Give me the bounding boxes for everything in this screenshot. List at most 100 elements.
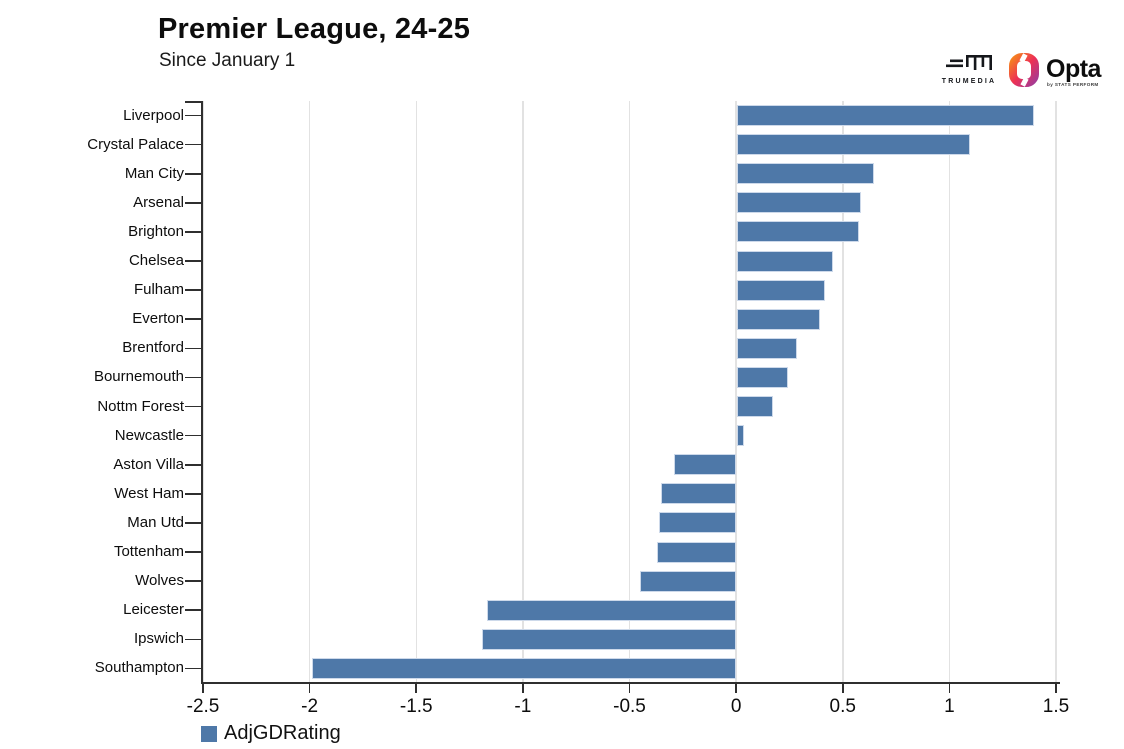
team-label: Man Utd (127, 513, 184, 531)
legend-label: AdjGDRating (224, 722, 341, 744)
vertical-gridline (202, 101, 204, 683)
x-tick-label: -1.5 (399, 696, 433, 717)
y-axis-tick (185, 347, 201, 350)
y-axis-tick (185, 101, 201, 103)
team-label: Brighton (128, 222, 184, 240)
team-label: Crystal Palace (87, 135, 184, 153)
x-tick-label: 0.5 (829, 696, 856, 717)
x-tick-label: -1 (514, 696, 532, 717)
team-label: Newcastle (114, 426, 184, 444)
vertical-gridline (948, 101, 951, 683)
y-axis-tick (185, 376, 201, 379)
bar-newcastle[interactable] (737, 425, 744, 447)
bar-chelsea[interactable] (737, 250, 834, 272)
bar-tottenham[interactable] (657, 541, 737, 563)
y-axis-tick (185, 172, 201, 175)
bar-everton[interactable] (737, 308, 821, 330)
bar-man-city[interactable] (737, 163, 874, 185)
x-axis-tick (948, 684, 951, 693)
x-axis-tick (202, 684, 204, 693)
legend-swatch (201, 725, 217, 742)
opta-logo: Opta by STATS PERFORM (1008, 51, 1101, 94)
team-label: Everton (132, 310, 184, 328)
y-axis-tick (185, 638, 201, 641)
bar-bournemouth[interactable] (737, 366, 789, 388)
vertical-gridline (415, 101, 417, 683)
x-axis-tick (522, 684, 524, 693)
team-label: Nottm Forest (97, 397, 184, 415)
team-label: Man City (124, 164, 184, 182)
team-label: Liverpool (123, 106, 184, 124)
trumedia-logo: TRUMEDIA (934, 54, 1004, 85)
team-label: Arsenal (133, 193, 184, 211)
bar-man-utd[interactable] (659, 512, 737, 534)
bar-brighton[interactable] (737, 221, 859, 243)
team-label: Ipswich (133, 630, 184, 648)
y-axis-tick (185, 609, 201, 612)
bar-aston-villa[interactable] (674, 454, 737, 476)
vertical-gridline (735, 101, 737, 683)
x-axis-tick (415, 684, 418, 693)
y-axis-tick (185, 667, 201, 670)
vertical-gridline (628, 101, 631, 683)
chart-subtitle: Since January 1 (159, 50, 296, 71)
bar-liverpool[interactable] (737, 105, 1034, 127)
x-tick-label: 1.5 (1042, 696, 1070, 717)
bar-southampton[interactable] (311, 657, 737, 679)
bar-fulham[interactable] (737, 279, 825, 301)
team-label: Tottenham (113, 543, 184, 561)
y-axis-tick (185, 318, 201, 321)
y-axis-tick (185, 522, 201, 524)
legend[interactable]: AdjGDRating (201, 722, 341, 745)
x-axis (201, 682, 1060, 684)
team-label: West Ham (114, 484, 184, 502)
bar-arsenal[interactable] (737, 192, 861, 214)
y-axis-tick (185, 231, 201, 233)
y-axis-tick (185, 434, 201, 437)
opta-ring-icon (1008, 51, 1040, 94)
vertical-gridline (1055, 101, 1057, 683)
bar-brentford[interactable] (737, 337, 797, 359)
x-axis-tick (628, 684, 631, 693)
team-label: Chelsea (128, 252, 184, 270)
x-tick-label: -2.5 (186, 696, 220, 717)
team-label: Leicester (123, 601, 184, 619)
chart-title: Premier League, 24-25 (158, 13, 471, 45)
bar-ipswich[interactable] (482, 628, 737, 650)
x-axis-tick (1055, 684, 1057, 693)
team-label: Southampton (94, 659, 184, 677)
x-axis-tick (841, 684, 844, 693)
y-axis-tick (185, 580, 201, 582)
bar-west-ham[interactable] (661, 483, 737, 505)
x-axis-tick (308, 684, 311, 693)
y-axis-tick (185, 493, 201, 495)
x-tick-label: 0 (730, 696, 742, 717)
x-tick-label: -0.5 (613, 696, 646, 717)
y-axis-tick (185, 143, 201, 146)
y-axis-tick (185, 463, 201, 466)
y-axis-tick (185, 114, 201, 117)
team-label: Wolves (135, 572, 184, 590)
opta-sublabel: by STATS PERFORM (1047, 82, 1099, 87)
y-axis-tick (185, 405, 201, 408)
team-label: Bournemouth (93, 368, 184, 386)
x-tick-label: 1 (944, 696, 955, 717)
opta-label: Opta (1046, 55, 1101, 83)
bar-wolves[interactable] (640, 570, 737, 592)
bar-leicester[interactable] (486, 599, 737, 621)
y-axis-tick (185, 289, 201, 291)
team-label: Brentford (122, 339, 184, 357)
team-label: Aston Villa (113, 455, 184, 473)
team-label: Fulham (133, 281, 184, 299)
vertical-gridline (308, 101, 311, 683)
vertical-gridline (522, 101, 524, 683)
y-axis (201, 101, 203, 683)
y-axis-tick (185, 260, 201, 262)
trumedia-label: TRUMEDIA (941, 78, 997, 85)
bar-crystal-palace[interactable] (737, 134, 970, 156)
vertical-gridline (842, 101, 844, 683)
bar-nottm-forest[interactable] (737, 396, 774, 418)
trumedia-icon (946, 55, 992, 75)
y-axis-tick (185, 202, 201, 204)
